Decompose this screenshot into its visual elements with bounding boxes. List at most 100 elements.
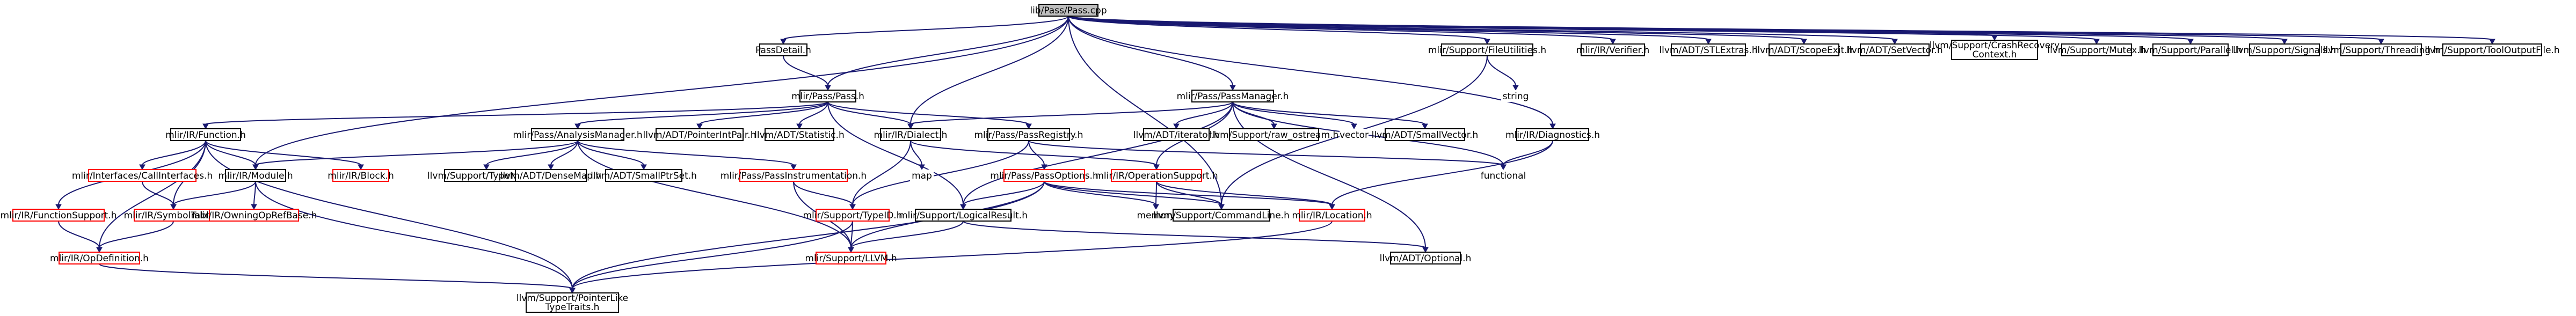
node-diagnostics[interactable]: mlir/IR/Diagnostics.h (1505, 128, 1600, 141)
node-functionsupport[interactable]: mlir/IR/FunctionSupport.h (1, 209, 117, 222)
node-label: mlir/Pass/PassOptions.h (990, 171, 1098, 181)
node-passinstrumentation[interactable]: mlir/Pass/PassInstrumentation.h (721, 169, 867, 182)
arrowhead (1422, 247, 1429, 253)
arrowhead (1610, 39, 1616, 45)
node-verifier[interactable]: mlir/IR/Verifier.h (1576, 43, 1650, 56)
node-passoptions[interactable]: mlir/Pass/PassOptions.h (990, 169, 1098, 182)
node-opdefinition[interactable]: mlir/IR/OpDefinition.h (50, 252, 149, 264)
node-filelines[interactable]: mlir/Support/FileUtilities.h (1428, 43, 1546, 56)
arrowhead (641, 164, 647, 171)
node-symboltable[interactable]: mlir/IR/SymbolTable.h (124, 209, 223, 222)
dependency-edge (1232, 101, 1357, 130)
node-box (225, 169, 286, 182)
node-iterator[interactable]: llvm/ADT/iterator.h (1133, 128, 1220, 141)
dependency-edge (848, 221, 964, 253)
arrowhead (139, 164, 145, 171)
node-smallptrset[interactable]: llvm/ADT/SmallPtrSet.h (591, 169, 697, 182)
dependency-edge (1068, 16, 1490, 45)
node-tooloutput[interactable]: llvm/Support/ToolOutputFile.h (2425, 43, 2560, 56)
arrowhead (825, 85, 831, 91)
node-root[interactable]: lib/Pass/Pass.cpp (1030, 4, 1107, 17)
node-stlextras[interactable]: llvm/ADT/STLExtras.h (1659, 43, 1758, 56)
node-smallvector[interactable]: llvm/ADT/SmallVector.h (1372, 128, 1479, 141)
node-densemap[interactable]: llvm/ADT/DenseMap.h (500, 169, 601, 182)
node-label: map (912, 171, 932, 181)
node-box (987, 128, 1070, 141)
dependency-edge (1028, 140, 1507, 171)
node-label: llvm/Support/CrashRecovery (1930, 40, 2060, 51)
arrowhead (849, 204, 856, 210)
node-optional[interactable]: llvm/ADT/Optional.h (1380, 252, 1472, 264)
node-passdetail[interactable]: PassDetail.h (755, 43, 811, 56)
node-label: mlir/Pass/Pass.h (791, 91, 864, 102)
arrowhead (483, 164, 490, 171)
node-box (2152, 43, 2229, 56)
node-box (2340, 43, 2422, 56)
node-label: llvm/ADT/STLExtras.h (1659, 45, 1757, 56)
node-scopeexit[interactable]: llvm/ADT/ScopeExit.h (1755, 43, 1853, 56)
arrowhead (1422, 123, 1428, 130)
dependency-edge (1153, 181, 1159, 210)
node-operationsupport[interactable]: mlir/IR/OperationSupport.h (1095, 169, 1218, 182)
node-label: llvm/Support/PointerLike (516, 293, 628, 304)
node-function[interactable]: mlir/IR/Function.h (165, 128, 246, 141)
node-label: mlir/Support/LogicalResult.h (899, 210, 1028, 221)
arrowhead (1512, 85, 1519, 91)
arrowhead (358, 164, 364, 171)
dependency-edge (1156, 181, 1225, 210)
arrowhead (1500, 164, 1507, 171)
node-location[interactable]: mlir/IR/Location.h (1292, 209, 1372, 222)
node-typeid[interactable]: mlir/Support/TypeID.h (803, 209, 903, 222)
dependency-edge (1068, 16, 1236, 91)
node-label: llvm/Support/CommandLine.h (1153, 210, 1290, 221)
dependency-edge (825, 16, 1069, 91)
arrowhead (2093, 39, 2100, 45)
node-analysismanager[interactable]: mlir/Pass/AnalysisManager.h (513, 128, 643, 141)
arrowhead (55, 204, 62, 210)
node-setvector[interactable]: llvm/ADT/SetVector.h (1846, 43, 1943, 56)
dependency-edge (577, 140, 854, 253)
node-label: functional (1481, 171, 1526, 181)
dependency-edge (205, 140, 364, 171)
node-module[interactable]: mlir/IR/Module.h (218, 169, 293, 182)
node-pass[interactable]: mlir/Pass/Pass.h (791, 90, 864, 102)
dependency-edge (577, 140, 647, 171)
node-passmanager[interactable]: mlir/Pass/PassManager.h (1177, 90, 1289, 102)
node-parallel[interactable]: llvm/Support/Parallel.h (2139, 43, 2243, 56)
node-llvm[interactable]: mlir/Support/LLVM.h (805, 252, 897, 264)
node-passregistry[interactable]: mlir/Pass/PassRegistry.h (974, 128, 1083, 141)
node-box (1483, 170, 1523, 181)
node-rawostream[interactable]: llvm/Support/raw_ostream.h (1210, 128, 1339, 141)
node-owningopref[interactable]: mlir/IR/OwningOpRefBase.h (191, 209, 317, 222)
node-box (1516, 128, 1589, 141)
node-commandline[interactable]: llvm/Support/CommandLine.h (1153, 209, 1290, 222)
node-box (765, 128, 834, 141)
node-logicalresult[interactable]: mlir/Support/LogicalResult.h (899, 209, 1028, 222)
arrowhead (96, 247, 103, 253)
arrowhead (574, 123, 581, 130)
node-label: llvm/Support/Signals.h (2233, 45, 2336, 56)
node-statistic[interactable]: llvm/ADT/Statistic.h (754, 128, 845, 141)
node-label: llvm/Support/Threading.h (2323, 45, 2440, 56)
dependency-edge (569, 181, 1045, 294)
node-label: mlir/IR/Block.h (328, 171, 394, 181)
dependency-edge (960, 181, 1045, 210)
node-signals[interactable]: llvm/Support/Signals.h (2233, 43, 2336, 56)
node-threading[interactable]: llvm/Support/Threading.h (2323, 43, 2440, 56)
arrowhead (548, 164, 554, 171)
node-block[interactable]: mlir/IR/Block.h (328, 169, 394, 182)
arrowhead (796, 123, 803, 130)
dependency-edge (793, 181, 856, 210)
arrowhead (1351, 123, 1357, 130)
node-dialect[interactable]: mlir/IR/Dialect.h (874, 128, 948, 141)
arrowhead (848, 247, 854, 253)
node-mutex[interactable]: llvm/Support/Mutex.h (2047, 43, 2146, 56)
node-callinterfaces[interactable]: mlir/Interfaces/CallInterfaces.h (72, 169, 213, 182)
node-pointerintpair[interactable]: llvm/ADT/PointerIntPair.h (643, 128, 756, 141)
node-label: llvm/ADT/Statistic.h (754, 130, 845, 141)
arrowhead (960, 204, 966, 210)
dependency-edge (910, 140, 1160, 171)
node-box (656, 128, 744, 141)
